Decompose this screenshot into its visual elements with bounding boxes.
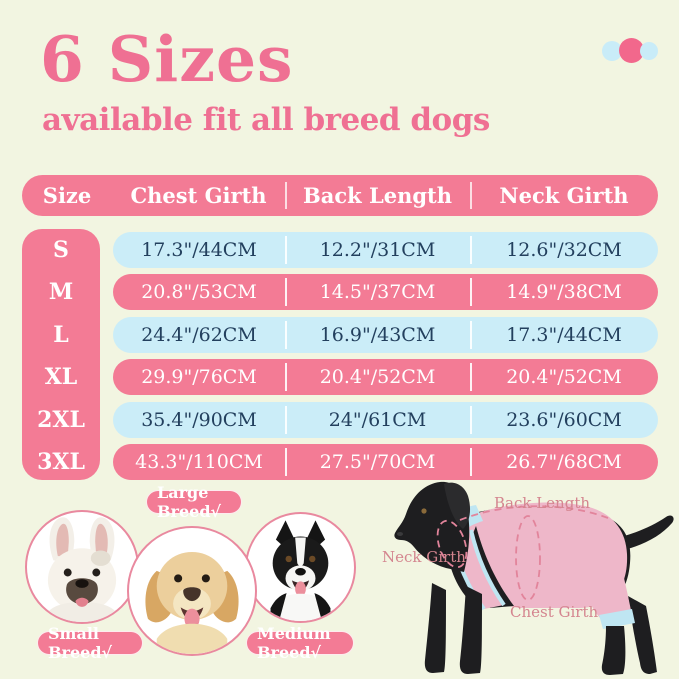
cell-xl-chest: 29.9"/76CM bbox=[141, 366, 257, 388]
chest-girth-label: Chest Girth bbox=[510, 603, 599, 621]
table-row-3xl: 43.3"/110CM 27.5"/70CM 26.7"/68CM bbox=[113, 444, 658, 480]
measure-guides bbox=[436, 505, 609, 601]
border-collie-icon bbox=[270, 520, 331, 621]
cell-m-neck: 14.9"/38CM bbox=[470, 274, 658, 310]
cell-s-neck: 12.6"/32CM bbox=[470, 232, 658, 268]
header-cell-size: Size bbox=[42, 183, 92, 208]
cell-l-back: 16.9"/43CM bbox=[285, 317, 470, 353]
header-cell-chest-girth: Chest Girth bbox=[130, 183, 267, 208]
cell-m-chest: 20.8"/53CM bbox=[141, 281, 257, 303]
cell-3xl-back: 27.5"/70CM bbox=[285, 444, 470, 480]
table-row-l: 24.4"/62CM 16.9"/43CM 17.3"/44CM bbox=[113, 317, 658, 353]
size-label-xl: XL bbox=[44, 364, 78, 390]
dog-ear bbox=[444, 482, 471, 529]
suit-leg-cuff bbox=[599, 609, 635, 629]
large-breed-label: Large Breed√ bbox=[146, 483, 242, 521]
decor-dot-blue-right bbox=[640, 42, 658, 60]
size-label-3xl: 3XL bbox=[37, 449, 85, 475]
neck-girth-label: Neck Girth bbox=[382, 548, 466, 566]
size-label-m: M bbox=[48, 279, 74, 305]
decor-dot-blue-left bbox=[602, 41, 622, 61]
back-length-label: Back Length bbox=[494, 494, 591, 512]
size-label-l: L bbox=[53, 322, 69, 348]
size-label-2xl: 2XL bbox=[37, 407, 85, 433]
small-breed-label: Small Breed√ bbox=[37, 624, 143, 662]
cell-s-back: 12.2"/31CM bbox=[285, 232, 470, 268]
page-title: 6 Sizes bbox=[40, 22, 294, 96]
medium-breed-label: Medium Breed√ bbox=[246, 624, 354, 662]
neck-girth-dash-ellipse bbox=[436, 519, 468, 569]
cell-m-back: 14.5"/37CM bbox=[285, 274, 470, 310]
cell-2xl-neck: 23.6"/60CM bbox=[470, 402, 658, 438]
table-row-s: 17.3"/44CM 12.2"/31CM 12.6"/32CM bbox=[113, 232, 658, 268]
size-column: S M L XL 2XL 3XL bbox=[22, 229, 100, 480]
cell-3xl-chest: 43.3"/110CM bbox=[135, 451, 263, 473]
cell-xl-neck: 20.4"/52CM bbox=[470, 359, 658, 395]
cell-2xl-back: 24"/61CM bbox=[285, 402, 470, 438]
table-row-2xl: 35.4"/90CM 24"/61CM 23.6"/60CM bbox=[113, 402, 658, 438]
cell-l-neck: 17.3"/44CM bbox=[470, 317, 658, 353]
chest-girth-dash-ellipse bbox=[515, 515, 541, 601]
cell-3xl-neck: 26.7"/68CM bbox=[470, 444, 658, 480]
size-label-s: S bbox=[53, 237, 69, 263]
cell-s-chest: 17.3"/44CM bbox=[141, 239, 257, 261]
cell-l-chest: 24.4"/62CM bbox=[141, 324, 257, 346]
size-table-header: Size Chest Girth Back Length Neck Girth bbox=[22, 175, 658, 216]
page-subtitle: available fit all breed dogs bbox=[42, 102, 490, 138]
table-row-xl: 29.9"/76CM 20.4"/52CM 20.4"/52CM bbox=[113, 359, 658, 395]
header-cell-back-length: Back Length bbox=[285, 175, 470, 216]
suit-dog-diagram bbox=[394, 481, 674, 675]
cell-xl-back: 20.4"/52CM bbox=[285, 359, 470, 395]
medium-breed-photo bbox=[245, 512, 356, 623]
large-breed-photo bbox=[127, 526, 257, 656]
decor-dot-pink bbox=[619, 38, 644, 63]
header-cell-neck-girth: Neck Girth bbox=[470, 175, 658, 216]
small-breed-photo bbox=[25, 510, 139, 624]
french-bulldog-icon bbox=[47, 517, 117, 622]
labrador-icon bbox=[145, 551, 239, 654]
cell-2xl-chest: 35.4"/90CM bbox=[141, 409, 257, 431]
table-row-m: 20.8"/53CM 14.5"/37CM 14.9"/38CM bbox=[113, 274, 658, 310]
back-length-dash-line bbox=[459, 505, 609, 521]
